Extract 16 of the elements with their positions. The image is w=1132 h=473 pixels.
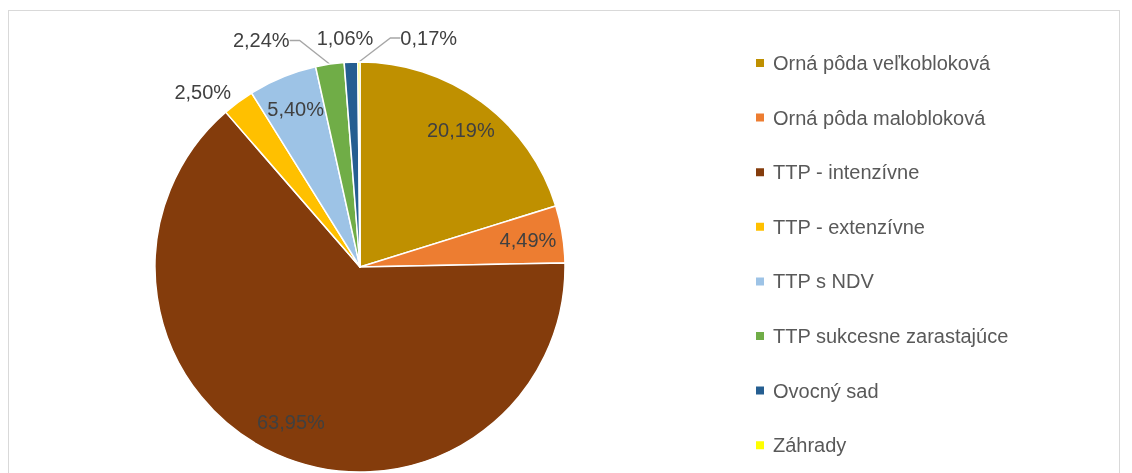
legend-label: Záhrady [773,434,847,457]
legend-label: Orná pôda veľkobloková [773,52,991,74]
data-label: 4,49% [499,228,557,251]
data-label: 20,19% [426,118,495,141]
data-label: 1,06% [316,27,374,50]
legend-label: TTP s NDV [773,270,875,293]
legend-label: Ovocný sad [773,379,879,402]
legend-label: TTP - extenzívne [773,215,925,238]
data-label: 0,17% [400,27,458,49]
legend-label: Orná pôda malobloková [773,106,987,129]
data-label: 5,40% [267,98,325,121]
data-label: 2,50% [174,81,232,104]
data-label: 2,24% [232,29,290,52]
legend-label: TTP - intenzívne [773,161,920,184]
data-label: 63,95% [256,411,326,434]
legend-label: TTP sukcesne zarastajúce [773,325,1009,347]
